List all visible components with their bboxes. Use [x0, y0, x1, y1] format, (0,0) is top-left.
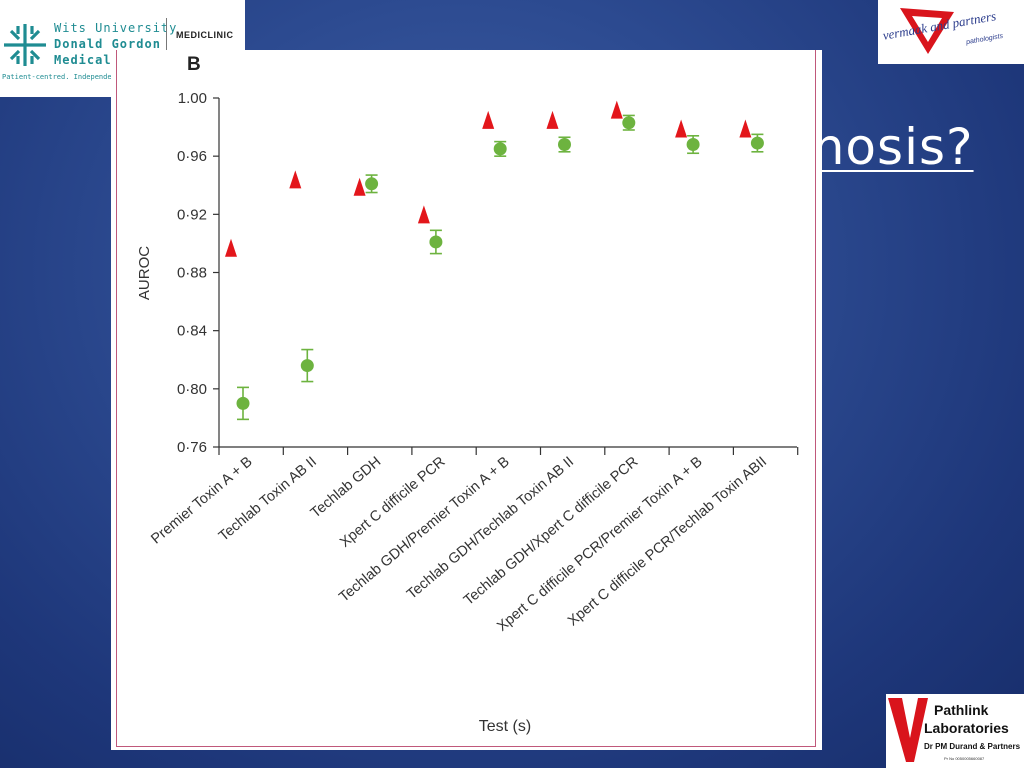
red-triangle-point	[225, 238, 237, 257]
vermaak-triangle-icon	[900, 8, 954, 54]
vermaak-sub: pathologists	[965, 32, 1004, 47]
y-tick-label: 1.00	[178, 90, 207, 107]
pathlink-name: Pathlink	[934, 702, 989, 718]
wits-name: Wits University	[54, 21, 178, 35]
green-point	[750, 136, 764, 150]
green-point	[365, 177, 379, 191]
green-point	[236, 396, 250, 410]
red-triangle-point	[289, 170, 302, 189]
auroc-chart: B 0·760·800·840·880·920·961.00 Premier T…	[136, 54, 799, 735]
red-triangle-point	[546, 110, 559, 129]
y-tick-label: 0·80	[177, 381, 207, 398]
green-point	[429, 235, 443, 249]
y-tick-label: 0·84	[177, 323, 207, 340]
red-triangle-point	[482, 110, 495, 129]
pathlink-name-2: Laboratories	[924, 720, 1009, 736]
chart-border	[116, 50, 816, 747]
y-tick-label: 0·88	[177, 265, 207, 282]
green-point	[300, 359, 314, 373]
x-tick-label: Xpert C difficile PCR	[337, 454, 448, 551]
wits-tagline: Patient-centred. Independent	[2, 73, 121, 81]
red-triangle-point	[353, 177, 366, 196]
y-tick-label: 0·76	[177, 439, 207, 456]
y-tick-label: 0·96	[177, 148, 207, 165]
y-axis-label: AUROC	[136, 246, 153, 300]
y-tick-label: 0·92	[177, 206, 207, 223]
wits-centre-name-2: Medical	[54, 53, 112, 67]
green-point	[622, 116, 636, 130]
red-triangle-point	[417, 205, 430, 224]
logo-divider	[166, 18, 167, 58]
pathlink-logo: Pathlink Laboratories Dr PM Durand & Par…	[886, 694, 1024, 768]
pathlink-v-icon	[888, 698, 928, 762]
panel-label: B	[187, 54, 201, 75]
wits-centre-name: Donald Gordon	[54, 37, 161, 51]
green-point	[558, 138, 571, 152]
wits-cross-icon	[4, 24, 46, 66]
green-point	[493, 142, 507, 156]
red-triangle-point	[739, 119, 752, 138]
green-point	[686, 138, 700, 152]
wits-mediclinic-logo: Wits University Donald Gordon Medical Pa…	[0, 0, 245, 97]
chart-panel: B 0·76 0·80 0·84 0·88 0·92 0·96 1.00 Premier T…	[111, 50, 822, 750]
red-triangle-point	[610, 100, 623, 119]
pathlink-sub: Dr PM Durand & Partners	[924, 742, 1021, 751]
pathlink-reg: Pr No 0050005660087	[944, 756, 985, 761]
mediclinic-name: MEDICLINIC	[176, 30, 234, 40]
vermaak-logo: vermaak and partners pathologists	[878, 0, 1024, 64]
red-triangle-point	[675, 119, 688, 138]
x-axis-label: Test (s)	[479, 718, 531, 735]
